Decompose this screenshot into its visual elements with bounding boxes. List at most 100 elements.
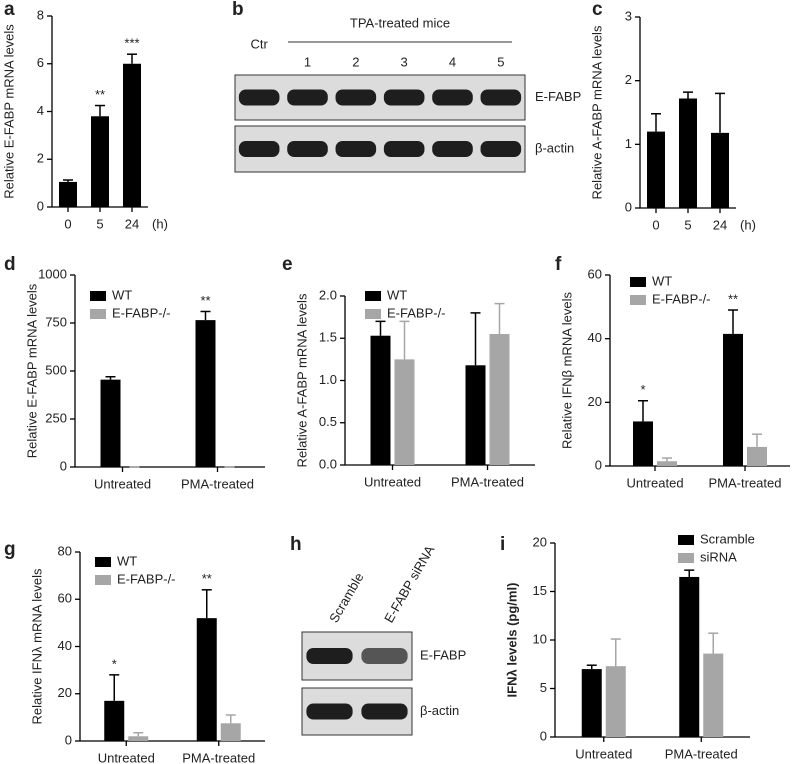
blot-band xyxy=(361,703,408,720)
bar xyxy=(723,333,743,466)
bar xyxy=(59,181,77,207)
lane-label: E-FABP siRNA xyxy=(381,543,437,626)
y-tick-label: 1.0 xyxy=(319,372,337,387)
panel-label: d xyxy=(4,254,16,275)
y-tick-label: 15 xyxy=(533,583,547,598)
legend-swatch xyxy=(678,553,694,563)
significance: ** xyxy=(728,291,738,306)
panel-label: h xyxy=(290,534,302,555)
legend-swatch xyxy=(90,291,106,301)
legend-label: E-FABP-/- xyxy=(387,305,446,320)
bar xyxy=(711,132,729,208)
error-bar xyxy=(651,113,661,132)
bar xyxy=(394,359,415,465)
legend-swatch xyxy=(365,309,381,319)
blot-band xyxy=(335,141,377,157)
x-tick-label: Untreated xyxy=(626,475,683,490)
blot-band xyxy=(306,703,353,720)
y-tick-label: 8 xyxy=(37,7,44,22)
x-axis-label: (h) xyxy=(740,217,756,232)
error-bar xyxy=(683,91,693,99)
y-tick-label: 0.5 xyxy=(319,414,337,429)
x-tick-label: Untreated xyxy=(575,746,632,761)
x-tick-label: PMA-treated xyxy=(182,750,255,764)
error-bar xyxy=(728,309,738,334)
panel-label: b xyxy=(232,0,244,20)
x-tick-label: PMA-treated xyxy=(709,475,782,490)
x-tick-label: 0 xyxy=(652,217,659,232)
panel-label: c xyxy=(592,0,603,20)
x-tick-label: 5 xyxy=(96,216,103,231)
y-tick-label: 0 xyxy=(65,732,72,747)
bar xyxy=(679,98,697,208)
y-tick-label: 3 xyxy=(625,8,632,23)
y-tick-label: 1.5 xyxy=(319,330,337,345)
y-tick-label: 2.0 xyxy=(319,287,337,302)
x-tick-label: PMA-treated xyxy=(665,746,738,761)
significance: * xyxy=(112,656,117,671)
y-tick-label: 750 xyxy=(45,314,67,329)
error-bar xyxy=(133,731,144,737)
bar xyxy=(91,116,109,207)
lane-label: 2 xyxy=(352,54,359,69)
error-bar xyxy=(684,569,695,577)
blot-band xyxy=(238,141,280,157)
legend-label: E-FABP-/- xyxy=(117,571,176,586)
panel-label: f xyxy=(555,254,562,275)
lane-label: Scramble xyxy=(326,570,366,625)
blot-frame xyxy=(234,125,526,173)
legend-label: WT xyxy=(117,553,137,568)
blot-band xyxy=(480,89,522,106)
bar xyxy=(679,576,700,737)
legend-label: WT xyxy=(652,273,672,288)
blot-band xyxy=(287,141,328,157)
y-tick-label: 20 xyxy=(588,394,602,409)
x-tick-label: PMA-treated xyxy=(181,476,254,491)
error-bar xyxy=(127,53,137,64)
y-tick-label: 5 xyxy=(540,680,547,695)
x-tick-label: 24 xyxy=(125,216,139,231)
y-axis-label: Relative A-FABP mRNA levels xyxy=(589,25,604,199)
blot-band xyxy=(480,141,522,157)
legend-swatch xyxy=(95,557,111,567)
bar xyxy=(703,653,724,737)
significance: ** xyxy=(200,293,210,308)
y-axis-label: Relative A-FABP mRNA levels xyxy=(294,293,309,467)
error-bar xyxy=(63,179,73,182)
y-tick-label: 2 xyxy=(37,151,44,166)
bar xyxy=(657,461,677,466)
y-tick-label: 40 xyxy=(588,330,602,345)
y-tick-label: 1000 xyxy=(38,266,67,281)
x-tick-label: 5 xyxy=(684,217,691,232)
lane-label: 4 xyxy=(449,54,456,69)
legend-swatch xyxy=(95,575,111,585)
error-bar xyxy=(752,433,762,447)
blot-band xyxy=(335,89,377,106)
lane-label: 1 xyxy=(304,54,311,69)
x-axis-label: (h) xyxy=(152,216,168,231)
lane-header: TPA-treated mice xyxy=(350,15,450,30)
x-tick-label: Untreated xyxy=(94,476,151,491)
error-bar xyxy=(662,457,672,462)
panel-label: i xyxy=(500,534,505,555)
row-label: β-actin xyxy=(420,703,459,718)
legend-label: WT xyxy=(387,287,407,302)
blot-band xyxy=(432,141,473,157)
bar xyxy=(581,669,602,737)
error-bar xyxy=(638,399,648,422)
legend-label: WT xyxy=(112,287,132,302)
y-tick-label: 20 xyxy=(58,685,72,700)
lane-label: Ctr xyxy=(250,36,268,51)
bar xyxy=(100,379,121,467)
y-tick-label: 1 xyxy=(625,136,632,151)
y-tick-label: 6 xyxy=(37,55,44,70)
bar xyxy=(465,365,486,465)
bar xyxy=(123,63,141,207)
bar xyxy=(747,446,767,466)
y-tick-label: 80 xyxy=(58,543,72,558)
y-tick-label: 2 xyxy=(625,72,632,87)
significance: ** xyxy=(202,571,212,586)
legend-label: siRNA xyxy=(700,549,737,564)
y-axis-label: Relative E-FABP mRNA levels xyxy=(24,283,39,458)
row-label: E-FABP xyxy=(535,89,581,104)
